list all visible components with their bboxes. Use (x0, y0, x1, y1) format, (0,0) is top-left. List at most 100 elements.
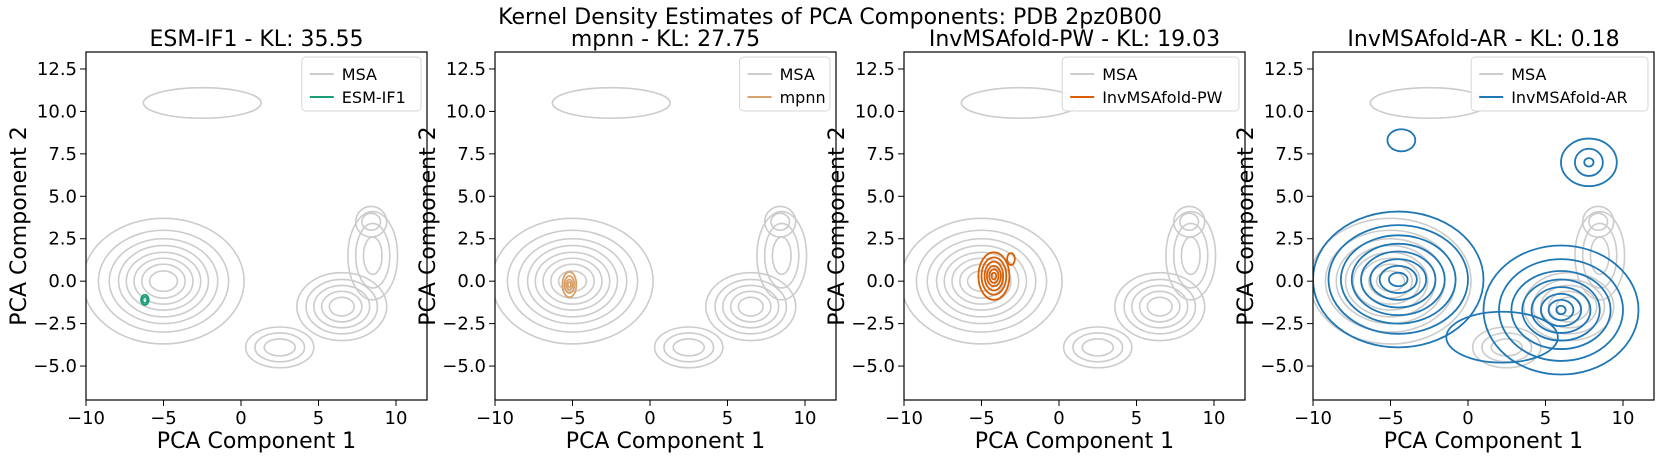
msa-contour (763, 222, 800, 289)
panel-2: −10 −5 0 5 10 −5.0 −2.5 0.0 2.5 5.0 7.5 10.0 12.5 mpn… (416, 27, 837, 454)
legend: MSA InvMSAfold-PW (1061, 56, 1240, 112)
msa-contour (320, 290, 363, 323)
legend: MSA InvMSAfold-AR (1470, 56, 1649, 112)
legend: MSA ESM-IF1 (301, 56, 422, 112)
msa-contour (534, 251, 611, 311)
method-contour (1583, 157, 1595, 168)
msa-contour (1471, 326, 1542, 369)
msa-contour (542, 257, 603, 305)
msa-contour (1588, 212, 1609, 232)
msa-contour (1081, 338, 1115, 357)
y-tick-label: 12.5 (855, 59, 895, 80)
x-tick-label: 10 (1203, 408, 1226, 429)
msa-contour (551, 86, 671, 120)
msa-contour (904, 217, 1063, 345)
x-axis-label: PCA Component 1 (566, 429, 765, 454)
msa-contour (1574, 210, 1626, 301)
msa-contour (1062, 326, 1133, 369)
x-tick-label: −5 (150, 408, 177, 429)
y-tick-label: 2.5 (1275, 229, 1304, 250)
msa-contour (108, 237, 219, 325)
msa-contour (295, 271, 388, 342)
x-tick-label: −10 (476, 408, 514, 429)
x-axis-label: PCA Component 1 (1384, 429, 1583, 454)
x-tick-label: 5 (1131, 408, 1142, 429)
x-tick-label: −5 (1377, 408, 1404, 429)
y-tick-label: 10.0 (446, 101, 486, 122)
msa-contour (1165, 210, 1217, 301)
msa-contour (1146, 296, 1173, 317)
y-axis-label: PCA Component 2 (7, 126, 32, 325)
msa-contour (133, 257, 194, 305)
x-tick-label: 5 (1540, 408, 1551, 429)
axes-frame (903, 51, 1246, 401)
y-tick-label: 12.5 (1264, 59, 1304, 80)
method-contour (1482, 244, 1640, 376)
method-contour (1006, 252, 1016, 266)
axes-frame (494, 51, 837, 401)
msa-contour (1172, 205, 1206, 238)
msa-contour (517, 237, 628, 325)
legend-box (1061, 56, 1240, 112)
x-tick-label: −10 (67, 408, 105, 429)
method-contour (140, 293, 150, 306)
msa-contour (1123, 278, 1197, 335)
method-contour (986, 264, 1002, 288)
panel-4: −10 −5 0 5 10 −5.0 −2.5 0.0 2.5 5.0 7.5 10.0 12.5 Inv… (1234, 27, 1655, 454)
x-tick-label: 10 (794, 408, 817, 429)
y-axis-label: PCA Component 2 (825, 126, 850, 325)
method-contour (983, 260, 1005, 292)
y-tick-label: 2.5 (48, 229, 77, 250)
msa-contour (506, 229, 639, 333)
method-contour (1547, 298, 1575, 322)
panel-title: InvMSAfold-AR - KL: 0.18 (1347, 27, 1619, 52)
y-tick-label: −5.0 (442, 356, 486, 377)
x-tick-label: 5 (313, 408, 324, 429)
msa-contour (704, 271, 797, 342)
method-contour (1498, 258, 1624, 362)
method-contour (566, 281, 572, 289)
msa-contour (943, 251, 1020, 311)
msa-contour (951, 257, 1012, 305)
method-contour (977, 251, 1011, 301)
msa-contour (771, 236, 792, 276)
legend-label-method: InvMSAfold-PW (1102, 88, 1222, 107)
method-contour (1388, 271, 1409, 288)
method-contour (980, 256, 1008, 296)
msa-contour (1581, 205, 1615, 238)
msa-contour (1180, 236, 1201, 276)
msa-contour (1114, 271, 1206, 342)
method-contour (1510, 270, 1612, 350)
msa-contour (305, 278, 379, 335)
method-contour (1539, 293, 1583, 328)
x-tick-label: 10 (385, 408, 408, 429)
msa-contour (354, 205, 388, 238)
x-axis-label: PCA Component 1 (975, 429, 1174, 454)
method-contour (1360, 250, 1437, 309)
msa-contour (926, 237, 1037, 325)
y-tick-label: 10.0 (855, 101, 895, 122)
msa-contour (1179, 212, 1200, 232)
msa-contour (125, 251, 202, 311)
msa-contour (141, 263, 187, 299)
y-tick-label: −2.5 (1260, 314, 1304, 335)
method-contour (1340, 234, 1457, 325)
msa-contour (729, 290, 772, 323)
legend-label-method: ESM-IF1 (342, 88, 406, 107)
legend-box (1470, 56, 1649, 112)
panel-title: ESM-IF1 - KL: 35.55 (150, 27, 364, 52)
y-tick-label: −5.0 (1260, 356, 1304, 377)
y-tick-label: −5.0 (33, 356, 77, 377)
panel-title: InvMSAfold-PW - KL: 19.03 (929, 27, 1220, 52)
y-axis-label: PCA Component 2 (416, 126, 441, 325)
panel-3: −10 −5 0 5 10 −5.0 −2.5 0.0 2.5 5.0 7.5 10.0 12.5 Inv… (825, 27, 1246, 454)
method-contour (1555, 304, 1567, 316)
y-tick-label: 5.0 (866, 186, 895, 207)
msa-contour (354, 222, 391, 289)
msa-contour (763, 205, 797, 238)
x-tick-label: 0 (644, 408, 655, 429)
legend: MSA mpnn (739, 56, 831, 112)
axes-frame (85, 51, 428, 401)
msa-contour (495, 217, 654, 345)
